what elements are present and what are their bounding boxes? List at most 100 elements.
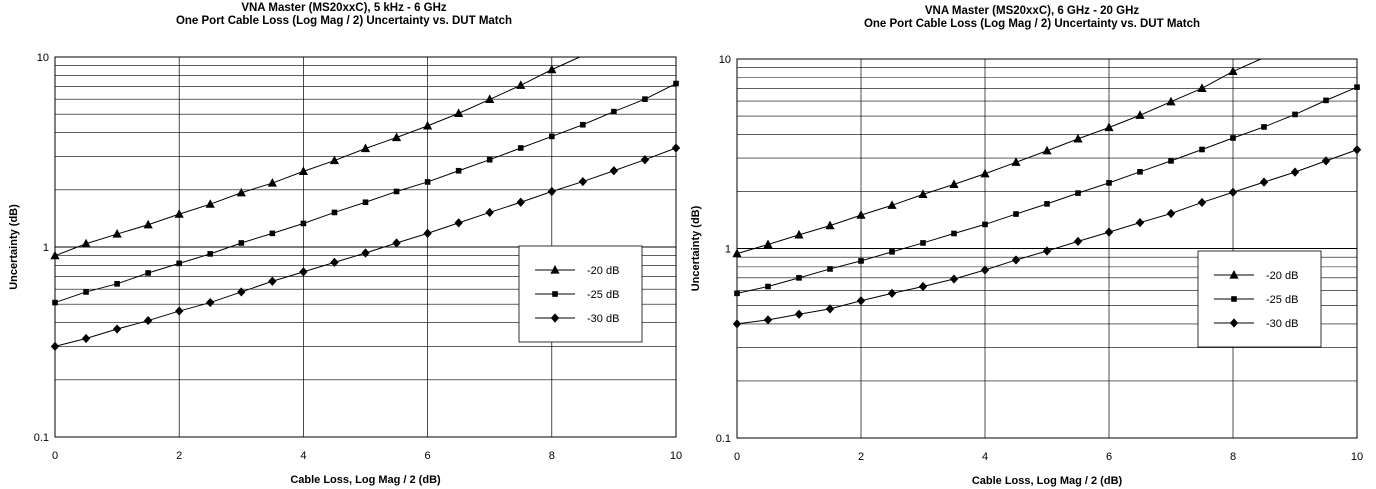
- data-point: [1228, 187, 1238, 197]
- data-point: [1075, 190, 1081, 196]
- data-point: [887, 200, 897, 209]
- data-point: [825, 220, 835, 230]
- data-point: [516, 197, 525, 207]
- data-point: [920, 240, 926, 246]
- data-point: [918, 281, 928, 292]
- data-point: [52, 299, 58, 306]
- legend-marker: [550, 313, 560, 323]
- data-point: [486, 156, 493, 163]
- data-point: [205, 199, 215, 208]
- chart-panel-right: VNA Master (MS20xxC), 6 GHz - 20 GHz One…: [688, 0, 1376, 489]
- data-point: [206, 297, 215, 308]
- data-point: [267, 178, 277, 187]
- x-tick-label: 10: [670, 450, 682, 462]
- data-point: [578, 176, 588, 187]
- x-tick-label: 4: [300, 450, 306, 462]
- data-point: [763, 315, 773, 325]
- data-point: [330, 257, 339, 267]
- x-tick-label: 0: [734, 451, 740, 463]
- data-point: [980, 168, 990, 178]
- data-point: [175, 306, 184, 316]
- data-point: [951, 230, 957, 237]
- series-20dB-db: [732, 58, 1262, 258]
- legend-label: -25 dB: [587, 289, 619, 301]
- x-tick-label: 4: [982, 451, 988, 463]
- legend: -20 dB -25 dB -30 dB: [1197, 250, 1322, 348]
- data-point: [362, 199, 369, 206]
- data-point: [763, 239, 773, 249]
- data-point: [1011, 157, 1021, 166]
- data-point: [145, 270, 151, 276]
- legend-marker: [1229, 270, 1239, 279]
- legend-entry: -20 dB: [1214, 270, 1298, 282]
- data-point: [454, 218, 463, 228]
- data-point: [516, 80, 526, 89]
- data-point: [794, 309, 804, 319]
- data-point: [825, 304, 835, 314]
- data-point: [609, 166, 619, 176]
- data-point: [1073, 133, 1083, 143]
- legend-entry: -25 dB: [1214, 294, 1298, 306]
- data-point: [360, 143, 371, 153]
- y-tick-label: 0.1: [716, 433, 731, 445]
- data-point: [1168, 158, 1174, 164]
- data-point: [1137, 168, 1143, 175]
- data-point: [887, 288, 897, 298]
- data-point: [1228, 66, 1238, 76]
- data-point: [268, 276, 277, 286]
- data-point: [485, 207, 494, 218]
- data-point: [424, 179, 431, 185]
- data-point: [1354, 84, 1360, 90]
- series-line: [736, 58, 1262, 255]
- data-point: [298, 166, 308, 175]
- x-tick-label: 6: [1106, 451, 1112, 463]
- data-point: [112, 229, 122, 238]
- data-point: [392, 238, 401, 248]
- uncertainty-chart-right: 0 2 4 6 8 10 0.1 1 10 Cable Loss, Log Mag / 2 (dB…: [690, 54, 1363, 487]
- x-axis-label: Cable Loss, Log Mag / 2 (dB): [290, 474, 441, 486]
- x-tick-label: 10: [1351, 451, 1363, 463]
- data-point: [517, 145, 524, 151]
- y-tick-label: 0.1: [34, 432, 49, 444]
- data-point: [640, 155, 650, 165]
- data-point: [794, 229, 804, 239]
- data-point: [299, 267, 308, 277]
- data-point: [1230, 135, 1236, 141]
- data-point: [547, 64, 557, 74]
- data-point: [1259, 177, 1269, 187]
- data-point: [673, 80, 679, 87]
- series-25dB-db: [52, 80, 679, 306]
- uncertainty-chart-left: 0 2 4 6 8 10 0.1 1 10 Cable Loss, Log Mag / 2 (dB…: [8, 52, 682, 486]
- data-point: [732, 319, 742, 329]
- data-point: [1044, 201, 1050, 207]
- data-point: [949, 179, 959, 188]
- legend-label: -20 dB: [587, 265, 619, 277]
- y-axis-label: Uncertainty (dB): [8, 204, 20, 290]
- data-point: [547, 186, 556, 197]
- data-point: [361, 248, 370, 258]
- data-point: [1292, 111, 1298, 118]
- series-30dB-db: [50, 143, 681, 351]
- data-point: [671, 143, 681, 153]
- chart-title-line1: VNA Master (MS20xxC), 6 GHz - 20 GHz: [924, 5, 1140, 17]
- data-point: [1166, 208, 1176, 219]
- data-point: [238, 240, 245, 246]
- chart-panel-left: VNA Master (MS20xxC), 5 kHz - 6 GHz One …: [8, 2, 682, 486]
- legend-marker: [1229, 318, 1239, 328]
- data-point: [1073, 236, 1083, 247]
- data-point: [1042, 145, 1052, 155]
- x-tick-label: 2: [858, 451, 864, 463]
- plot-frame: [54, 56, 677, 438]
- x-tick-label: 8: [1230, 451, 1236, 463]
- series-20dB-db: [50, 56, 580, 260]
- x-tick-label: 6: [425, 450, 431, 462]
- data-point: [1323, 97, 1329, 104]
- data-point: [174, 209, 184, 218]
- y-axis-label: Uncertainty (dB): [690, 205, 702, 291]
- chart-title-line1: VNA Master (MS20xxC), 5 kHz - 6 GHz: [241, 2, 447, 14]
- data-point: [81, 238, 91, 248]
- data-point: [1290, 167, 1300, 177]
- data-point: [112, 324, 122, 334]
- data-point: [827, 266, 833, 272]
- data-point: [455, 167, 462, 174]
